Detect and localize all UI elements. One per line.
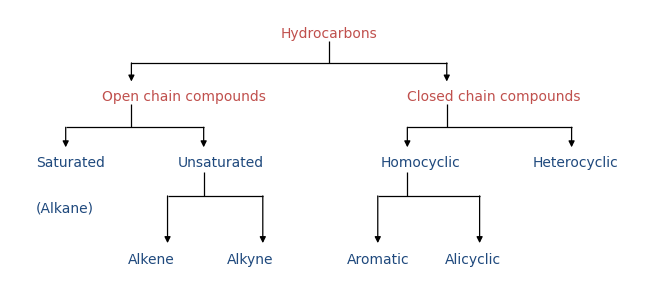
Text: Aromatic: Aromatic — [346, 253, 409, 267]
Text: Closed chain compounds: Closed chain compounds — [407, 90, 581, 104]
Text: Homocyclic: Homocyclic — [381, 156, 461, 170]
Text: Open chain compounds: Open chain compounds — [102, 90, 265, 104]
Text: Unsaturated: Unsaturated — [177, 156, 263, 170]
Text: Heterocyclic: Heterocyclic — [532, 156, 618, 170]
Text: Alkyne: Alkyne — [227, 253, 273, 267]
Text: Hydrocarbons: Hydrocarbons — [280, 27, 377, 41]
Text: Alicyclic: Alicyclic — [445, 253, 501, 267]
Text: (Alkane): (Alkane) — [36, 202, 94, 216]
Text: Saturated: Saturated — [36, 156, 105, 170]
Text: Alkene: Alkene — [127, 253, 175, 267]
